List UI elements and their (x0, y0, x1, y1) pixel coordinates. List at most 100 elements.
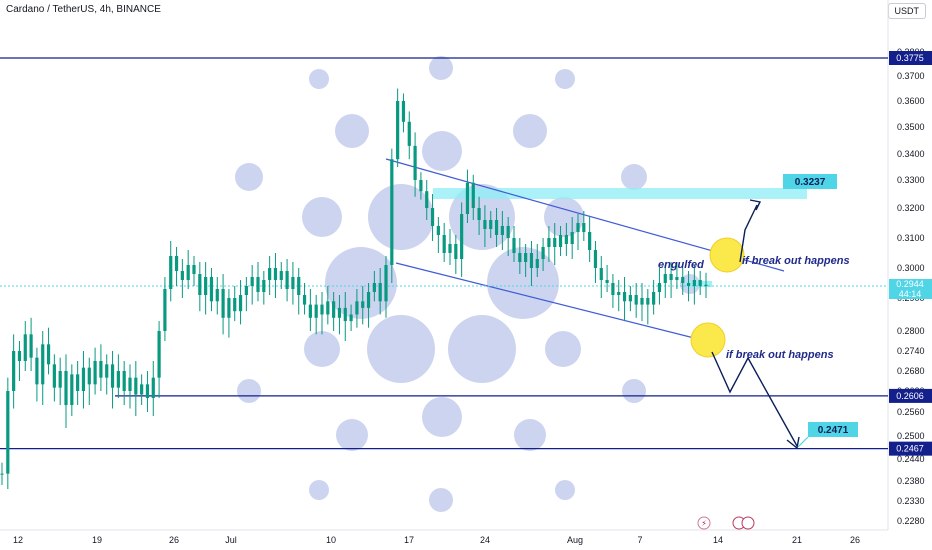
bubble (367, 315, 435, 383)
candle-body (686, 283, 691, 286)
target-label-down-bg (808, 422, 858, 437)
target-label-down: 0.2471 (818, 425, 849, 436)
candle-body (110, 364, 115, 388)
candle-body (70, 374, 74, 405)
bubble (235, 163, 263, 191)
time-tick-label: Jul (225, 535, 237, 545)
candle-body (151, 377, 155, 398)
candle-body (204, 277, 208, 295)
bubble (513, 114, 547, 148)
lightning-icon[interactable] (697, 516, 711, 530)
candle-body (384, 265, 388, 302)
candle-body (268, 268, 272, 280)
candle-body (489, 220, 493, 229)
candle-body (355, 301, 359, 315)
candle-body (87, 367, 91, 385)
candle-body (174, 256, 179, 271)
price-tick-label: 0.2280 (897, 516, 925, 526)
candle-body (378, 283, 382, 302)
candle-body (6, 391, 10, 474)
time-tick-label: 21 (792, 535, 802, 545)
bubble (449, 184, 515, 250)
candle-body (535, 259, 539, 268)
target-zone (433, 188, 807, 199)
candle-body (250, 277, 254, 286)
level-tag-bg (889, 441, 932, 456)
candle-body (704, 284, 708, 286)
candle-body (681, 277, 685, 283)
target-label-up: 0.3237 (795, 177, 826, 188)
candle-body (640, 298, 644, 305)
candle-body (273, 268, 278, 280)
time-tick-label: 17 (404, 535, 414, 545)
candle-body (128, 377, 132, 391)
candle-body (657, 283, 662, 292)
candle-body (494, 220, 499, 235)
price-tick-label: 0.2560 (897, 407, 925, 417)
level-tag-bg (889, 51, 932, 65)
candle-body (0, 473, 4, 475)
level-tag-label: 0.2606 (896, 391, 924, 401)
candle-body (448, 244, 452, 253)
bubble (487, 247, 559, 319)
symbol-title: Cardano / TetherUS, 4h, BINANCE (6, 4, 161, 15)
lightning-glyph: ⚡ (701, 519, 707, 528)
candle-body (192, 265, 196, 274)
level-tag-bg (889, 388, 932, 403)
candle-body (529, 253, 534, 268)
candle-body (233, 298, 237, 312)
price-tick-label: 0.3600 (897, 96, 925, 106)
candle-body (12, 351, 16, 391)
price-tick-label: 0.2680 (897, 366, 925, 376)
price-tick-label: 0.2740 (897, 346, 925, 356)
downside-arrow (711, 351, 798, 447)
candle-body (349, 314, 353, 322)
breakout-annotation-lower: if break out happens (726, 349, 834, 361)
time-tick-label: 12 (13, 535, 23, 545)
candle-body (122, 371, 126, 391)
bubble (555, 69, 575, 89)
candle-body (425, 191, 429, 208)
candle-body (454, 244, 458, 259)
candle-body (221, 289, 225, 318)
candle-body (669, 274, 673, 280)
candle-body (93, 361, 97, 385)
candle-body (442, 235, 446, 253)
candle-body (465, 182, 470, 214)
candle-body (308, 304, 312, 318)
bubble (336, 419, 368, 451)
price-axis: 0.38000.37000.36000.35000.34000.33000.32… (897, 47, 925, 526)
candle-body (297, 277, 301, 295)
candle-body (35, 357, 39, 385)
channel-lower-line (395, 262, 711, 343)
candle-body (512, 238, 516, 253)
candle-body (58, 371, 62, 388)
support-resistance-levels (0, 57, 888, 450)
level-tag-label: 0.3775 (896, 53, 924, 63)
candle-body (302, 295, 307, 305)
candle-body (343, 307, 347, 322)
bubble (429, 488, 453, 512)
candle-body (186, 265, 190, 280)
flag-icon-2[interactable] (741, 516, 755, 530)
price-tick-label: 0.2440 (897, 454, 925, 464)
candle-body (419, 180, 423, 192)
candle-body (634, 295, 638, 305)
candle-body (29, 334, 33, 358)
candle-body (518, 253, 522, 262)
candle-body (238, 295, 243, 312)
candle-body (611, 283, 615, 295)
level-price-tags: 0.3775 0.2606 0.2467 (889, 51, 932, 456)
bubble (545, 331, 581, 367)
bubble (237, 379, 261, 403)
price-tick-label: 0.2800 (897, 326, 925, 336)
bubble (422, 131, 462, 171)
price-tick-label: 0.2500 (897, 431, 925, 441)
bubble (422, 397, 462, 437)
upside-arrow (739, 204, 758, 263)
candle-body (17, 351, 22, 361)
price-tick-label: 0.2330 (897, 496, 925, 506)
candle-body (320, 304, 324, 315)
time-tick-label: 26 (169, 535, 179, 545)
